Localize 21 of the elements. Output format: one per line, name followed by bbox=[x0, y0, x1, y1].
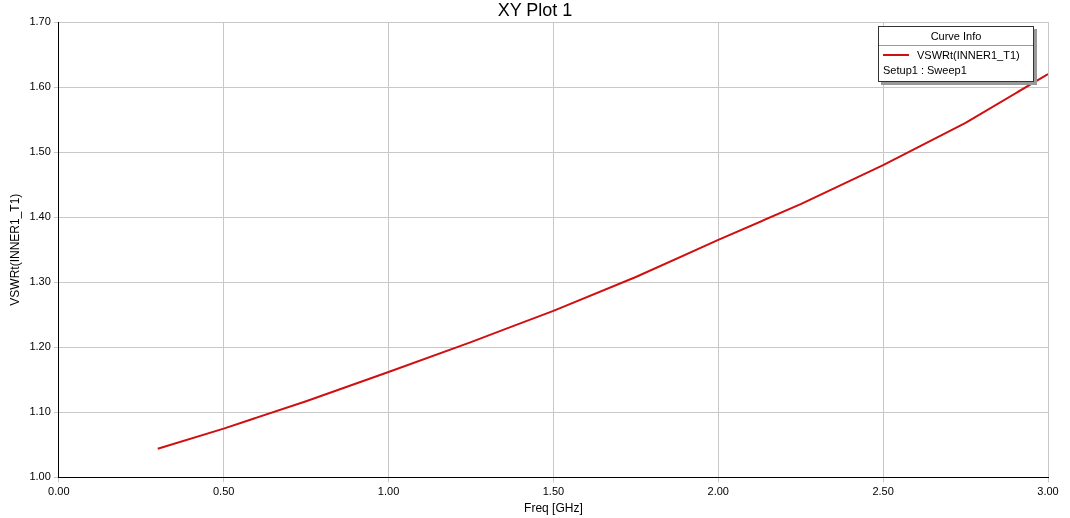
legend-title: Curve Info bbox=[879, 27, 1033, 46]
x-tick-label: 0.50 bbox=[212, 485, 235, 498]
x-tick-label: 0.00 bbox=[48, 485, 70, 498]
x-tick-label: 2.00 bbox=[707, 485, 729, 498]
legend-label: VSWRt(INNER1_T1) bbox=[917, 49, 1020, 61]
y-tick-label: 1.60 bbox=[29, 80, 51, 93]
y-axis-title: VSWRt(INNER1_T1) bbox=[7, 193, 22, 306]
y-tick-label: 1.00 bbox=[29, 470, 51, 483]
annotation: Setup1 : Sweep1 bbox=[882, 64, 968, 78]
x-tick-label: 1.50 bbox=[542, 485, 565, 498]
y-tick-label: 1.50 bbox=[29, 145, 51, 158]
chart-title: XY Plot 1 bbox=[497, 0, 573, 20]
x-tick-label: 3.00 bbox=[1037, 485, 1059, 498]
y-tick-label: 1.40 bbox=[29, 210, 51, 223]
x-tick-label: 2.50 bbox=[872, 485, 894, 498]
y-tick-label: 1.20 bbox=[29, 340, 51, 353]
y-tick-label: 1.30 bbox=[29, 275, 51, 288]
y-tick-label: 1.10 bbox=[29, 405, 51, 418]
y-tick-label: 1.70 bbox=[29, 15, 51, 28]
x-axis-title: Freq [GHz] bbox=[524, 501, 583, 516]
x-tick-label: 1.00 bbox=[377, 485, 400, 498]
